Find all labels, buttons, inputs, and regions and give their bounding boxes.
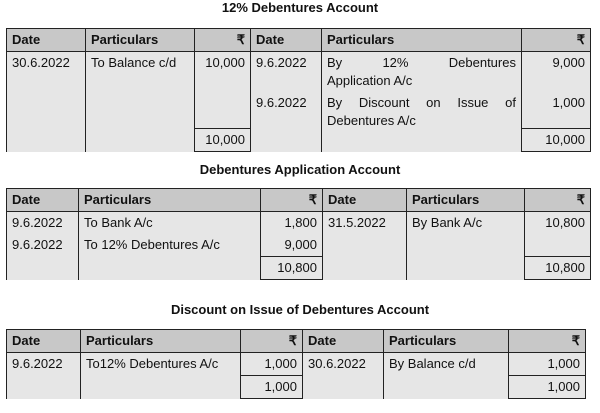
- header-date: Date: [322, 188, 407, 212]
- debit-date: 9.6.2022: [6, 234, 79, 280]
- header-particulars: Particulars: [383, 329, 509, 353]
- debit-amount: 10,000: [194, 51, 251, 129]
- total-row: 1,000 1,000: [7, 375, 586, 399]
- credit-particulars: By Balance c/d: [383, 352, 509, 399]
- header-particulars: Particulars: [85, 28, 195, 52]
- credit-date: 9.6.2022: [250, 92, 322, 152]
- credit-particulars: By Discount on Issue of Debentures A/c: [321, 92, 522, 152]
- header-particulars: Particulars: [406, 188, 525, 212]
- table-row: 30.6.2022 To Balance c/d 10,000 9.6.2022…: [6, 51, 591, 152]
- header-date: Date: [6, 188, 79, 212]
- table-row: 9.6.2022 By Discount on Issue of Debentures …: [7, 92, 591, 152]
- word: Debentures: [448, 55, 516, 70]
- table-row: 9.6.2022 To12% Debentures A/c 1,000 30.6…: [6, 352, 586, 399]
- table-row: 9.6.2022 To Bank A/c 1,800 31.5.2022 By …: [6, 211, 591, 280]
- debit-particulars: To Bank A/c: [78, 211, 261, 234]
- credit-amount: 10,800: [524, 211, 591, 257]
- debit-particulars: To 12% Debentures A/c: [78, 234, 261, 280]
- header-particulars: Particulars: [80, 329, 241, 353]
- header-date: Date: [302, 329, 384, 353]
- credit-date: 31.5.2022: [322, 211, 407, 280]
- header-amount: ₹: [260, 188, 323, 212]
- debit-date: 30.6.2022: [6, 51, 86, 152]
- debit-particulars: To Balance c/d: [85, 51, 195, 152]
- debit-date: 9.6.2022: [6, 211, 79, 234]
- credit-date: 30.6.2022: [302, 352, 384, 399]
- credit-amount: 1,000: [521, 92, 591, 129]
- credit-particulars-cont: Debentures A/c: [327, 113, 416, 128]
- header-particulars: Particulars: [78, 188, 261, 212]
- debit-total: 1,000: [240, 375, 303, 399]
- header-amount: ₹: [524, 188, 591, 212]
- credit-total: 10,000: [521, 128, 591, 152]
- header-particulars: Particulars: [321, 28, 522, 52]
- debit-date: 9.6.2022: [6, 352, 81, 399]
- header-date: Date: [6, 28, 86, 52]
- account-title: Discount on Issue of Debentures Account: [170, 302, 430, 317]
- credit-total: 10,800: [524, 256, 591, 280]
- ledger-table-discount-on-issue: Date Particulars ₹ Date Particulars ₹ 9.…: [6, 329, 586, 399]
- credit-total: 1,000: [508, 375, 586, 399]
- header-amount: ₹: [521, 28, 591, 52]
- table-row: 9.6.2022 To 12% Debentures A/c 9,000: [6, 234, 591, 280]
- ledger-table-debentures-application: Date Particulars ₹ Date Particulars ₹ 9.…: [6, 188, 591, 280]
- word: of: [505, 95, 516, 110]
- account-title: Debentures Application Account: [199, 162, 401, 177]
- credit-particulars: By 12% Debentures Application A/c: [321, 51, 522, 92]
- ledger-table-12pct-debentures: Date Particulars ₹ Date Particulars ₹ 30…: [6, 28, 591, 152]
- word: Discount: [358, 95, 410, 110]
- word: on: [426, 95, 441, 110]
- header-date: Date: [250, 28, 322, 52]
- credit-amount: 9,000: [521, 51, 591, 92]
- header-amount: ₹: [240, 329, 303, 353]
- word: By: [327, 55, 343, 70]
- word: 12%: [382, 55, 409, 70]
- word: By: [327, 95, 343, 110]
- debit-particulars: To12% Debentures A/c: [80, 352, 241, 399]
- debit-amount: 1,800: [260, 211, 323, 234]
- debit-amount: 1,000: [240, 352, 303, 376]
- header-amount: ₹: [508, 329, 586, 353]
- credit-particulars: By Bank A/c: [406, 211, 525, 280]
- debit-total: 10,000: [194, 128, 251, 152]
- header-amount: ₹: [194, 28, 251, 52]
- header-date: Date: [6, 329, 81, 353]
- credit-amount: 1,000: [508, 352, 586, 376]
- credit-date: 9.6.2022: [250, 51, 322, 92]
- debit-total: 10,800: [260, 256, 323, 280]
- header-row: Date Particulars ₹ Date Particulars ₹: [6, 28, 591, 52]
- header-row: Date Particulars ₹ Date Particulars ₹: [6, 329, 586, 353]
- word: Issue: [457, 95, 489, 110]
- account-title: 12% Debentures Account: [221, 0, 379, 15]
- total-row: 10,800 10,800: [7, 256, 591, 280]
- debit-amount: 9,000: [260, 234, 323, 257]
- total-row: 10,000 10,000: [7, 128, 591, 152]
- credit-particulars-cont: Application A/c: [327, 73, 413, 88]
- header-row: Date Particulars ₹ Date Particulars ₹: [6, 188, 591, 212]
